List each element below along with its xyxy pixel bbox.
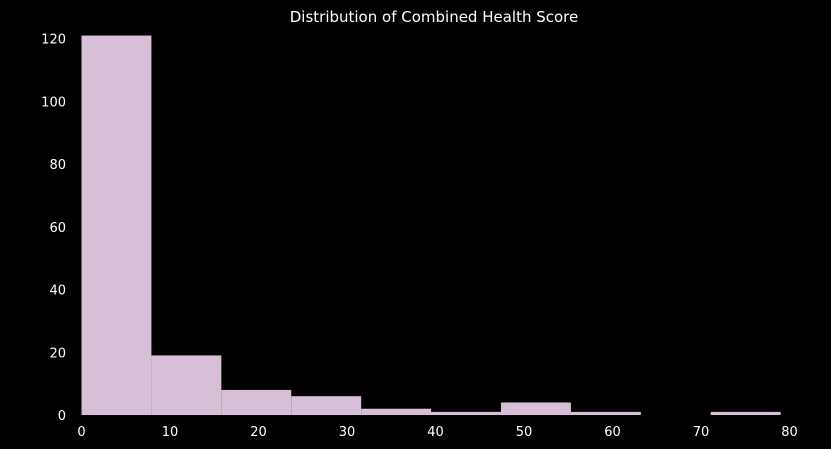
x-tick-label: 70 <box>693 425 710 440</box>
y-tick-label: 100 <box>41 95 66 110</box>
histogram-bar-2 <box>221 389 292 415</box>
y-tick-label: 80 <box>49 158 66 173</box>
x-tick-label: 40 <box>427 425 444 440</box>
histogram-bar-7 <box>570 411 641 415</box>
y-tick-label: 20 <box>49 346 66 361</box>
histogram-bar-0 <box>81 35 152 415</box>
histogram-bar-5 <box>431 411 501 415</box>
histogram-bar-4 <box>361 408 432 415</box>
histogram-bar-3 <box>291 396 362 415</box>
x-tick-label: 80 <box>781 425 798 440</box>
bars-group <box>81 35 781 415</box>
histogram-bar-9 <box>710 411 781 415</box>
chart-title: Distribution of Combined Health Score <box>290 8 579 26</box>
x-axis-ticks: 0 10 20 30 40 50 60 70 80 <box>77 425 797 440</box>
x-tick-label: 30 <box>339 425 356 440</box>
x-tick-label: 20 <box>250 425 267 440</box>
x-tick-label: 60 <box>604 425 621 440</box>
histogram-bar-6 <box>500 402 571 415</box>
x-tick-label: 50 <box>516 425 533 440</box>
y-tick-label: 120 <box>41 33 66 48</box>
x-tick-label: 0 <box>77 425 85 440</box>
y-tick-label: 40 <box>49 284 66 299</box>
y-tick-label: 60 <box>49 221 66 236</box>
y-axis-ticks: 0 20 40 60 80 100 120 <box>41 33 66 424</box>
x-tick-label: 10 <box>162 425 179 440</box>
histogram-bar-1 <box>151 355 222 415</box>
y-tick-label: 0 <box>58 409 66 424</box>
